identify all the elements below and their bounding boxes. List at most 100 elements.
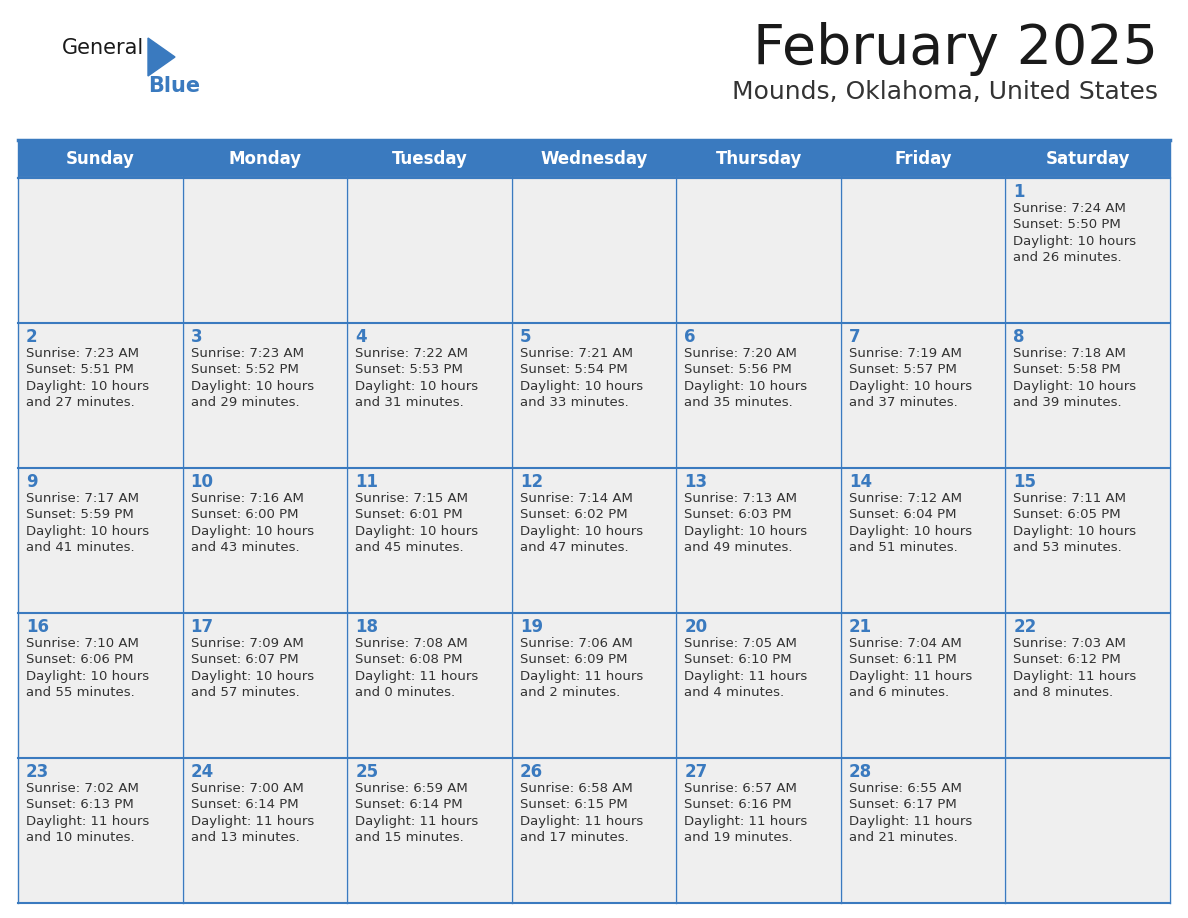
- Bar: [676, 178, 841, 323]
- Text: and 53 minutes.: and 53 minutes.: [1013, 542, 1123, 554]
- Text: Sunrise: 7:18 AM: Sunrise: 7:18 AM: [1013, 347, 1126, 360]
- Text: Sunrise: 7:13 AM: Sunrise: 7:13 AM: [684, 492, 797, 505]
- Text: and 4 minutes.: and 4 minutes.: [684, 687, 784, 700]
- Text: Sunset: 6:06 PM: Sunset: 6:06 PM: [26, 654, 133, 666]
- Text: Sunset: 6:03 PM: Sunset: 6:03 PM: [684, 509, 792, 521]
- Text: 23: 23: [26, 763, 49, 781]
- Bar: [18, 178, 183, 323]
- Text: Sunset: 5:58 PM: Sunset: 5:58 PM: [1013, 364, 1121, 376]
- Text: Daylight: 10 hours: Daylight: 10 hours: [1013, 235, 1137, 248]
- Text: 10: 10: [190, 473, 214, 491]
- Text: and 6 minutes.: and 6 minutes.: [849, 687, 949, 700]
- Text: Sunset: 5:59 PM: Sunset: 5:59 PM: [26, 509, 134, 521]
- Text: Wednesday: Wednesday: [541, 150, 647, 168]
- Bar: [841, 178, 1005, 323]
- Text: Saturday: Saturday: [1045, 150, 1130, 168]
- Text: and 57 minutes.: and 57 minutes.: [190, 687, 299, 700]
- Bar: [676, 140, 841, 178]
- Text: Tuesday: Tuesday: [392, 150, 467, 168]
- Text: Sunset: 5:51 PM: Sunset: 5:51 PM: [26, 364, 134, 376]
- Text: Daylight: 10 hours: Daylight: 10 hours: [849, 525, 972, 538]
- Text: 22: 22: [1013, 618, 1037, 636]
- Text: 1: 1: [1013, 183, 1025, 201]
- Text: and 21 minutes.: and 21 minutes.: [849, 832, 958, 845]
- Text: and 39 minutes.: and 39 minutes.: [1013, 397, 1121, 409]
- Bar: [18, 758, 183, 903]
- Bar: [183, 468, 347, 613]
- Text: Sunrise: 7:03 AM: Sunrise: 7:03 AM: [1013, 637, 1126, 650]
- Bar: [841, 468, 1005, 613]
- Bar: [18, 140, 183, 178]
- Text: and 29 minutes.: and 29 minutes.: [190, 397, 299, 409]
- Bar: [841, 613, 1005, 758]
- Text: 12: 12: [519, 473, 543, 491]
- Text: Sunset: 5:52 PM: Sunset: 5:52 PM: [190, 364, 298, 376]
- Text: Sunrise: 6:59 AM: Sunrise: 6:59 AM: [355, 782, 468, 795]
- Text: Sunset: 6:12 PM: Sunset: 6:12 PM: [1013, 654, 1121, 666]
- Text: 14: 14: [849, 473, 872, 491]
- Text: Sunset: 6:14 PM: Sunset: 6:14 PM: [190, 799, 298, 812]
- Text: 3: 3: [190, 328, 202, 346]
- Text: 15: 15: [1013, 473, 1036, 491]
- Text: Sunset: 6:00 PM: Sunset: 6:00 PM: [190, 509, 298, 521]
- Text: and 45 minutes.: and 45 minutes.: [355, 542, 463, 554]
- Text: Daylight: 11 hours: Daylight: 11 hours: [684, 670, 808, 683]
- Text: Daylight: 10 hours: Daylight: 10 hours: [355, 380, 479, 393]
- Bar: [183, 758, 347, 903]
- Bar: [1005, 758, 1170, 903]
- Text: 7: 7: [849, 328, 860, 346]
- Text: 17: 17: [190, 618, 214, 636]
- Text: Daylight: 10 hours: Daylight: 10 hours: [684, 380, 808, 393]
- Text: and 37 minutes.: and 37 minutes.: [849, 397, 958, 409]
- Text: and 47 minutes.: and 47 minutes.: [519, 542, 628, 554]
- Text: Sunrise: 7:17 AM: Sunrise: 7:17 AM: [26, 492, 139, 505]
- Text: 20: 20: [684, 618, 707, 636]
- Text: and 55 minutes.: and 55 minutes.: [26, 687, 134, 700]
- Text: and 0 minutes.: and 0 minutes.: [355, 687, 455, 700]
- Text: Daylight: 10 hours: Daylight: 10 hours: [519, 380, 643, 393]
- Text: 24: 24: [190, 763, 214, 781]
- Text: Sunrise: 7:20 AM: Sunrise: 7:20 AM: [684, 347, 797, 360]
- Text: Sunset: 5:54 PM: Sunset: 5:54 PM: [519, 364, 627, 376]
- Text: 11: 11: [355, 473, 378, 491]
- Bar: [841, 140, 1005, 178]
- Bar: [18, 468, 183, 613]
- Bar: [512, 140, 676, 178]
- Bar: [512, 178, 676, 323]
- Text: Sunset: 6:04 PM: Sunset: 6:04 PM: [849, 509, 956, 521]
- Text: Sunset: 6:15 PM: Sunset: 6:15 PM: [519, 799, 627, 812]
- Text: Sunrise: 7:15 AM: Sunrise: 7:15 AM: [355, 492, 468, 505]
- Text: and 10 minutes.: and 10 minutes.: [26, 832, 134, 845]
- Text: and 43 minutes.: and 43 minutes.: [190, 542, 299, 554]
- Text: Blue: Blue: [148, 76, 200, 96]
- Text: Daylight: 10 hours: Daylight: 10 hours: [26, 525, 150, 538]
- Text: Sunset: 5:53 PM: Sunset: 5:53 PM: [355, 364, 463, 376]
- Text: Monday: Monday: [228, 150, 302, 168]
- Text: 28: 28: [849, 763, 872, 781]
- Bar: [676, 613, 841, 758]
- Text: Sunrise: 7:23 AM: Sunrise: 7:23 AM: [26, 347, 139, 360]
- Text: Daylight: 11 hours: Daylight: 11 hours: [190, 815, 314, 828]
- Text: and 31 minutes.: and 31 minutes.: [355, 397, 463, 409]
- Bar: [18, 323, 183, 468]
- Text: Sunrise: 7:16 AM: Sunrise: 7:16 AM: [190, 492, 303, 505]
- Text: 6: 6: [684, 328, 696, 346]
- Text: and 26 minutes.: and 26 minutes.: [1013, 252, 1121, 264]
- Text: and 33 minutes.: and 33 minutes.: [519, 397, 628, 409]
- Text: Daylight: 11 hours: Daylight: 11 hours: [849, 670, 972, 683]
- Text: 9: 9: [26, 473, 38, 491]
- Text: 18: 18: [355, 618, 378, 636]
- Text: 13: 13: [684, 473, 707, 491]
- Text: Sunrise: 7:05 AM: Sunrise: 7:05 AM: [684, 637, 797, 650]
- Text: Sunrise: 7:12 AM: Sunrise: 7:12 AM: [849, 492, 962, 505]
- Text: Sunrise: 7:04 AM: Sunrise: 7:04 AM: [849, 637, 961, 650]
- Text: Daylight: 10 hours: Daylight: 10 hours: [355, 525, 479, 538]
- Text: Sunset: 6:16 PM: Sunset: 6:16 PM: [684, 799, 792, 812]
- Text: and 13 minutes.: and 13 minutes.: [190, 832, 299, 845]
- Text: Sunset: 6:09 PM: Sunset: 6:09 PM: [519, 654, 627, 666]
- Text: Sunset: 6:02 PM: Sunset: 6:02 PM: [519, 509, 627, 521]
- Text: 16: 16: [26, 618, 49, 636]
- Bar: [512, 468, 676, 613]
- Text: Sunset: 6:14 PM: Sunset: 6:14 PM: [355, 799, 463, 812]
- Text: 5: 5: [519, 328, 531, 346]
